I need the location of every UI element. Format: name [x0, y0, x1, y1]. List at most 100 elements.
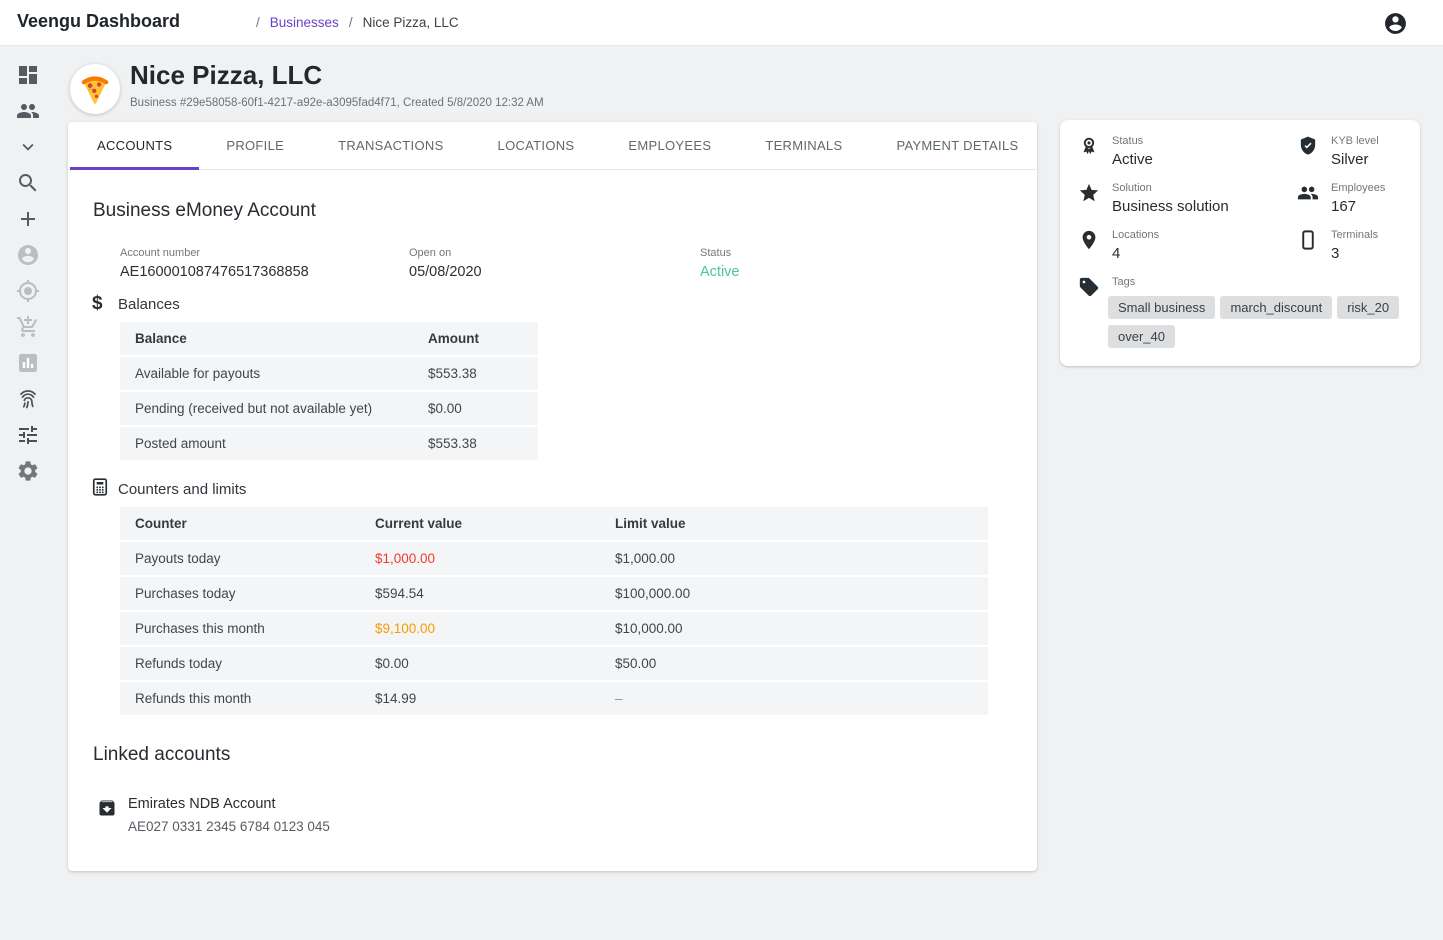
- table-row: Pending (received but not available yet)…: [120, 392, 538, 425]
- field-label: Account number: [120, 247, 201, 259]
- breadcrumb: / Businesses / Nice Pizza, LLC: [256, 15, 459, 30]
- counter-current-value: $9,100.00: [375, 621, 436, 636]
- add-shopping-cart-icon: [17, 316, 38, 337]
- counter-label: Payouts today: [135, 551, 221, 566]
- summary-value: 4: [1112, 245, 1121, 262]
- table-row: Refunds today $0.00 $50.00: [120, 647, 988, 680]
- shield-check-icon: [1300, 136, 1316, 155]
- smartphone-icon: [1302, 230, 1314, 250]
- sidebar-item-locations[interactable]: [16, 279, 40, 303]
- business-header: Nice Pizza, LLC Business #29e58058-60f1-…: [70, 60, 770, 116]
- sidebar-item-add[interactable]: [16, 207, 40, 231]
- summary-texts: Terminals 3: [1331, 229, 1378, 262]
- summary-texts: Locations 4: [1112, 229, 1159, 262]
- business-avatar: [70, 64, 120, 114]
- field-label: Open on: [409, 247, 452, 259]
- linked-account-item[interactable]: Emirates NDB Account AE027 0331 2345 678…: [97, 796, 330, 834]
- column-header-current: Current value: [375, 516, 463, 531]
- linked-account-name: Emirates NDB Account: [128, 796, 276, 812]
- breadcrumb-link-businesses[interactable]: Businesses: [269, 15, 339, 30]
- tab-payment-details[interactable]: PAYMENT DETAILS: [896, 138, 1019, 153]
- linked-account-number: AE027 0331 2345 6784 0123 045: [128, 819, 330, 834]
- column-header-counter: Counter: [135, 516, 187, 531]
- counter-limit-value: –: [615, 691, 623, 706]
- location-target-icon: [17, 280, 39, 302]
- counter-label: Refunds this month: [135, 691, 252, 706]
- app-title: Veengu Dashboard: [17, 11, 181, 31]
- counter-current-value: $1,000.00: [375, 551, 436, 566]
- balances-title: Balances: [118, 295, 180, 313]
- fingerprint-icon: [20, 390, 36, 409]
- counter-current-value: $0.00: [375, 656, 409, 671]
- summary-item-terminals: Terminals 3: [1297, 229, 1378, 262]
- field-account-number: Account number AE160001087476517368858: [120, 247, 309, 280]
- summary-texts: KYB level Silver: [1331, 135, 1379, 168]
- counter-limit-value: $100,000.00: [615, 586, 691, 601]
- tab-locations[interactable]: LOCATIONS: [497, 138, 575, 153]
- table-header-row: Balance Amount: [120, 322, 538, 355]
- status-badge: Active: [700, 264, 740, 280]
- sidebar-item-account[interactable]: [16, 243, 40, 267]
- breadcrumb-current: Nice Pizza, LLC: [362, 15, 459, 30]
- tab-accounts[interactable]: ACCOUNTS: [70, 122, 200, 170]
- business-meta: Business #29e58058-60f1-4217-a92e-a3095f…: [130, 97, 544, 109]
- column-header-balance: Balance: [135, 331, 187, 346]
- field-label: Status: [700, 247, 732, 259]
- summary-texts: Employees 167: [1331, 182, 1385, 215]
- table-header-row: Counter Current value Limit value: [120, 507, 988, 540]
- table-row: Posted amount $553.38: [120, 427, 538, 460]
- balance-label: Available for payouts: [135, 366, 261, 381]
- sidebar-item-people[interactable]: [16, 99, 40, 123]
- summary-item-employees: Employees 167: [1297, 182, 1385, 215]
- table-row: Purchases this month $9,100.00 $10,000.0…: [120, 612, 988, 645]
- sidebar-item-expand[interactable]: [16, 135, 40, 159]
- field-value: AE160001087476517368858: [120, 264, 309, 280]
- field-status: Status Active: [700, 247, 740, 280]
- counter-label: Purchases this month: [135, 621, 265, 636]
- summary-label: Status: [1112, 135, 1144, 147]
- tab-bar: ACCOUNTS PROFILE TRANSACTIONS LOCATIONS …: [68, 122, 1037, 170]
- medal-icon: [1083, 137, 1095, 155]
- tag-chip-list: Small business march_discount risk_20 ov…: [1108, 296, 1408, 348]
- gear-icon: [18, 461, 38, 481]
- dashboard-icon: [19, 66, 37, 84]
- people-icon: [17, 104, 39, 118]
- page-title: Nice Pizza, LLC: [130, 60, 323, 90]
- balances-section-header: $ Balances: [92, 293, 180, 315]
- section-title-emoney-account: Business eMoney Account: [93, 200, 316, 221]
- counter-current-value: $594.54: [375, 586, 424, 601]
- summary-label: KYB level: [1331, 135, 1379, 147]
- sidebar-item-analytics[interactable]: [16, 351, 40, 375]
- sidebar-item-tune[interactable]: [16, 423, 40, 447]
- sidebar-item-settings[interactable]: [16, 459, 40, 483]
- summary-item-kyb: KYB level Silver: [1297, 135, 1379, 168]
- tab-profile[interactable]: PROFILE: [226, 138, 285, 153]
- tag-chip: risk_20: [1337, 296, 1400, 319]
- linked-account-texts: Emirates NDB Account AE027 0331 2345 678…: [128, 796, 330, 834]
- account-card: ACCOUNTS PROFILE TRANSACTIONS LOCATIONS …: [68, 122, 1037, 871]
- summary-value: Silver: [1331, 151, 1369, 168]
- summary-texts: Status Active: [1112, 135, 1153, 168]
- summary-value: Business solution: [1112, 198, 1229, 215]
- counter-label: Refunds today: [135, 656, 223, 671]
- pizza-icon: [81, 76, 109, 104]
- summary-item-status: Status Active: [1078, 135, 1153, 168]
- balance-label: Posted amount: [135, 436, 226, 451]
- user-account-icon[interactable]: [1383, 11, 1408, 36]
- summary-texts: Solution Business solution: [1112, 182, 1229, 215]
- summary-item-locations: Locations 4: [1078, 229, 1159, 262]
- sidebar-item-orders[interactable]: [16, 315, 40, 339]
- summary-item-solution: Solution Business solution: [1078, 182, 1229, 215]
- sidebar-item-identity[interactable]: [16, 387, 40, 411]
- counter-current-value: $14.99: [375, 691, 417, 706]
- column-header-amount: Amount: [428, 331, 479, 346]
- sidebar-item-search[interactable]: [16, 171, 40, 195]
- sidebar-item-dashboard[interactable]: [16, 63, 40, 87]
- summary-label: Employees: [1331, 182, 1386, 194]
- tab-transactions[interactable]: TRANSACTIONS: [338, 138, 444, 153]
- analytics-icon: [19, 354, 37, 372]
- field-value: 05/08/2020: [409, 264, 482, 280]
- tab-terminals[interactable]: TERMINALS: [765, 138, 843, 153]
- balance-amount: $553.38: [428, 436, 477, 451]
- tab-employees[interactable]: EMPLOYEES: [628, 138, 712, 153]
